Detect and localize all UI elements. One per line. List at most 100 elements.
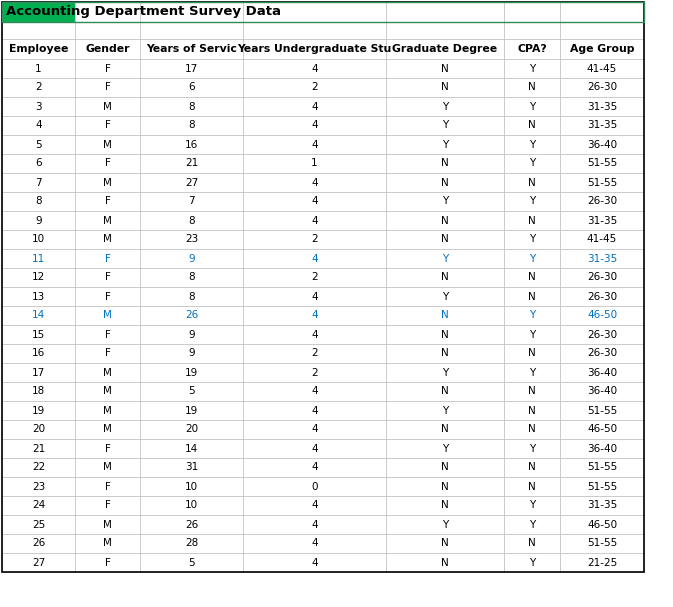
- Bar: [2, 439, 75, 458]
- Text: 26: 26: [185, 520, 198, 529]
- Text: Y: Y: [442, 101, 448, 112]
- Text: 17: 17: [185, 64, 198, 73]
- Text: N: N: [441, 463, 449, 472]
- Bar: [75, 154, 140, 173]
- Bar: [75, 515, 140, 534]
- Text: 31-35: 31-35: [587, 254, 617, 263]
- Bar: [140, 22, 243, 39]
- Bar: [386, 2, 504, 22]
- Text: 1: 1: [35, 64, 42, 73]
- Bar: [2, 59, 75, 78]
- Text: Y: Y: [442, 520, 448, 529]
- Bar: [243, 325, 386, 344]
- Text: 26-30: 26-30: [587, 83, 617, 92]
- Bar: [2, 344, 75, 363]
- Bar: [504, 97, 560, 116]
- Bar: [2, 496, 75, 515]
- Text: M: M: [103, 177, 112, 188]
- Bar: [243, 287, 386, 306]
- Bar: [386, 439, 504, 458]
- Text: M: M: [103, 387, 112, 396]
- Text: F: F: [104, 291, 110, 302]
- Bar: [560, 363, 644, 382]
- Bar: [2, 22, 75, 39]
- Text: 51-55: 51-55: [587, 538, 617, 549]
- Bar: [386, 135, 504, 154]
- Text: 22: 22: [32, 463, 45, 472]
- Text: 6: 6: [188, 83, 194, 92]
- Text: 36-40: 36-40: [587, 140, 617, 149]
- Bar: [75, 477, 140, 496]
- Text: Y: Y: [529, 64, 535, 73]
- Text: Y: Y: [529, 367, 535, 378]
- Bar: [2, 135, 75, 154]
- Text: 46-50: 46-50: [587, 311, 617, 320]
- Bar: [243, 477, 386, 496]
- Bar: [386, 287, 504, 306]
- Bar: [243, 306, 386, 325]
- Text: 14: 14: [185, 444, 198, 453]
- Text: N: N: [528, 387, 536, 396]
- Text: 20: 20: [32, 424, 45, 435]
- Bar: [2, 192, 75, 211]
- Text: Accounting Department Survey Data: Accounting Department Survey Data: [6, 5, 281, 18]
- Text: N: N: [528, 177, 536, 188]
- Bar: [2, 230, 75, 249]
- Text: Y: Y: [529, 444, 535, 453]
- Bar: [386, 97, 504, 116]
- Text: 4: 4: [311, 177, 318, 188]
- Bar: [140, 78, 243, 97]
- Bar: [504, 78, 560, 97]
- Bar: [140, 59, 243, 78]
- Bar: [243, 249, 386, 268]
- Text: 4: 4: [311, 121, 318, 131]
- Text: N: N: [441, 273, 449, 282]
- Text: 2: 2: [311, 367, 318, 378]
- Bar: [75, 534, 140, 553]
- Text: 25: 25: [32, 520, 45, 529]
- Bar: [386, 59, 504, 78]
- Bar: [386, 363, 504, 382]
- Text: N: N: [528, 83, 536, 92]
- Text: N: N: [528, 121, 536, 131]
- Text: Age Group: Age Group: [570, 44, 634, 54]
- Text: 4: 4: [35, 121, 42, 131]
- Bar: [386, 249, 504, 268]
- Text: 10: 10: [185, 501, 198, 510]
- Text: N: N: [441, 330, 449, 339]
- Bar: [243, 59, 386, 78]
- Text: 31-35: 31-35: [587, 501, 617, 510]
- Bar: [140, 97, 243, 116]
- Text: 27: 27: [32, 557, 45, 568]
- Bar: [386, 230, 504, 249]
- Bar: [560, 268, 644, 287]
- Text: 6: 6: [35, 158, 42, 169]
- Text: 36-40: 36-40: [587, 367, 617, 378]
- Bar: [504, 306, 560, 325]
- Bar: [2, 306, 75, 325]
- Text: Y: Y: [442, 197, 448, 206]
- Text: N: N: [441, 481, 449, 492]
- Text: 36-40: 36-40: [587, 387, 617, 396]
- Text: 15: 15: [32, 330, 45, 339]
- Bar: [243, 439, 386, 458]
- Bar: [243, 363, 386, 382]
- Text: Years Undergraduate Stu: Years Undergraduate Stu: [238, 44, 392, 54]
- Bar: [75, 230, 140, 249]
- Text: 24: 24: [32, 501, 45, 510]
- Bar: [243, 192, 386, 211]
- Bar: [504, 192, 560, 211]
- Text: 26-30: 26-30: [587, 348, 617, 359]
- Text: N: N: [441, 311, 449, 320]
- Text: Y: Y: [442, 140, 448, 149]
- Text: M: M: [103, 101, 112, 112]
- Bar: [504, 553, 560, 572]
- Bar: [386, 534, 504, 553]
- Text: 4: 4: [311, 444, 318, 453]
- Text: N: N: [441, 348, 449, 359]
- Text: 8: 8: [188, 273, 194, 282]
- Bar: [140, 268, 243, 287]
- Text: M: M: [103, 520, 112, 529]
- Bar: [2, 78, 75, 97]
- Bar: [386, 401, 504, 420]
